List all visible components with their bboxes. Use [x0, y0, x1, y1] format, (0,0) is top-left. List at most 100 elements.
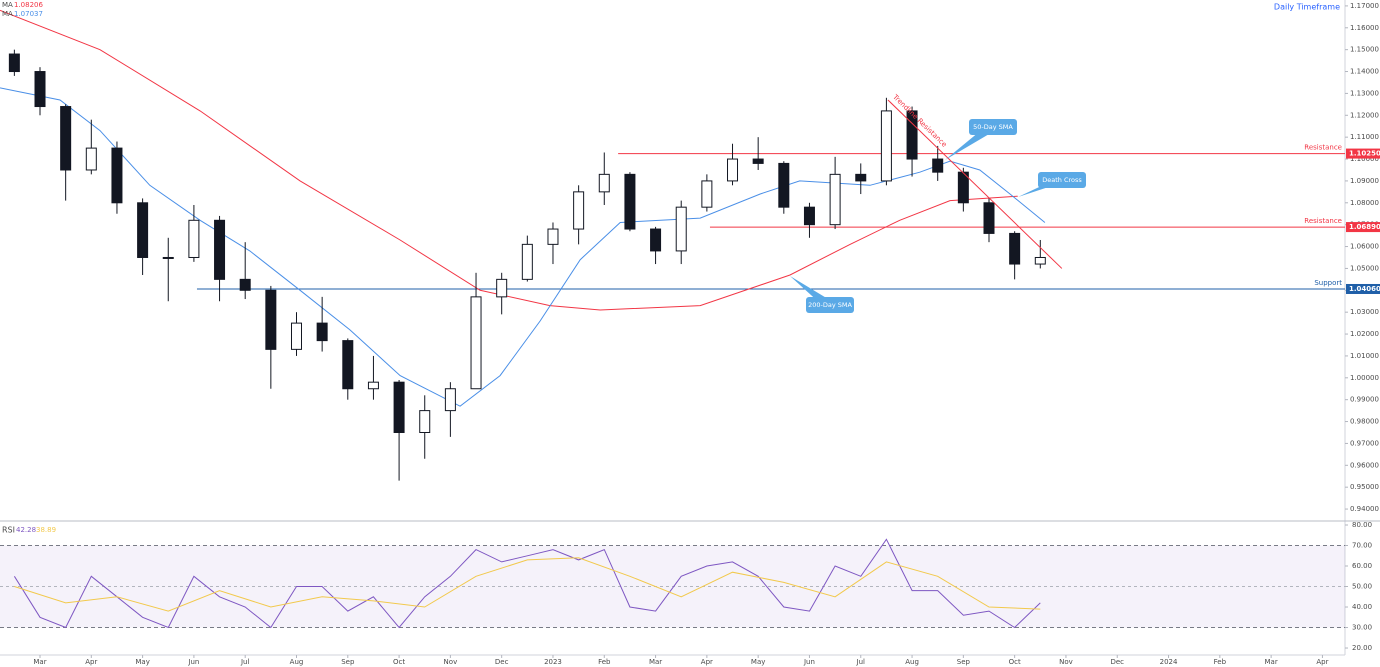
- y-tick-label: 1.10000: [1350, 155, 1379, 163]
- callout-box: [969, 119, 1017, 135]
- candle-body: [932, 158, 944, 173]
- candle-body: [239, 278, 251, 291]
- legend-label: MA: [2, 10, 13, 18]
- y-tick-label: 0.98000: [1350, 418, 1379, 426]
- candle-body: [521, 243, 533, 280]
- y-tick-label: 1.06000: [1350, 243, 1379, 251]
- candle-body: [855, 173, 867, 182]
- candle-body: [496, 278, 508, 298]
- price-tag: [1346, 148, 1380, 159]
- x-tick-label: Nov: [1059, 658, 1073, 666]
- y-tick-label: 60.00: [1352, 562, 1372, 570]
- candle-body: [1009, 232, 1021, 265]
- candle-body: [85, 147, 97, 171]
- y-tick-label: 1.02000: [1350, 330, 1379, 338]
- legend-value: 1.08206: [14, 1, 43, 9]
- candle-body: [316, 322, 328, 342]
- x-tick-label: 2024: [1160, 658, 1178, 666]
- candle-body: [675, 206, 687, 252]
- candle-body: [752, 158, 764, 164]
- y-tick-label: 1.13000: [1350, 89, 1379, 97]
- candle-body: [470, 296, 482, 390]
- x-tick-label: Sep: [341, 658, 355, 666]
- level-name: Resistance: [1304, 144, 1342, 152]
- x-tick-label: Jun: [803, 658, 815, 666]
- candle-body: [214, 219, 226, 280]
- y-tick-label: 40.00: [1352, 603, 1372, 611]
- x-tick-label: Apr: [1316, 658, 1328, 666]
- candle-body: [906, 110, 918, 160]
- candle-body: [803, 206, 815, 226]
- price-tag-label: 1.06890: [1349, 223, 1380, 231]
- candle-body: [573, 191, 585, 230]
- y-tick-label: 1.03000: [1350, 308, 1379, 316]
- y-tick-label: 1.15000: [1350, 46, 1379, 54]
- callout-label: 200-Day SMA: [808, 301, 852, 309]
- x-tick-label: Dec: [1110, 658, 1124, 666]
- candle-body: [650, 228, 662, 252]
- y-tick-label: 1.01000: [1350, 352, 1379, 360]
- candle-body: [342, 340, 354, 390]
- x-tick-label: Dec: [495, 658, 509, 666]
- legend-value: 1.07037: [14, 10, 43, 18]
- rsi-line: [13, 538, 1041, 629]
- x-tick-label: 2023: [544, 658, 562, 666]
- candle-body: [983, 202, 995, 234]
- candle-body: [188, 219, 200, 258]
- x-tick-label: Apr: [85, 658, 97, 666]
- callout-pointer: [945, 127, 1001, 160]
- candle-body: [162, 256, 174, 259]
- moving-average: [0, 9, 1018, 311]
- x-tick-label: May: [135, 658, 149, 666]
- price-tag-label: 1.10250: [1349, 150, 1380, 158]
- y-tick-label: 1.11000: [1350, 133, 1379, 141]
- y-tick-label: 1.17000: [1350, 2, 1379, 10]
- callout-label: Death Cross: [1042, 176, 1082, 184]
- x-tick-label: Mar: [649, 658, 662, 666]
- candle-body: [34, 71, 46, 108]
- candle-body: [393, 381, 405, 433]
- candle-body: [547, 228, 559, 245]
- x-tick-label: Nov: [444, 658, 458, 666]
- candle-body: [829, 173, 841, 226]
- moving-average: [0, 87, 1046, 407]
- y-tick-label: 1.12000: [1350, 111, 1379, 119]
- x-tick-label: Feb: [1214, 658, 1227, 666]
- x-tick-label: May: [751, 658, 765, 666]
- legend-label: MA: [2, 1, 13, 9]
- candle-body: [598, 173, 610, 193]
- timeframe-label: Daily Timeframe: [1274, 3, 1340, 12]
- candle-body: [265, 289, 277, 350]
- y-tick-label: 1.05000: [1350, 264, 1379, 272]
- x-tick-label: Oct: [393, 658, 405, 666]
- x-tick-label: Mar: [33, 658, 46, 666]
- candle-body: [8, 53, 20, 73]
- candle-body: [419, 410, 431, 433]
- callout-label: 50-Day SMA: [973, 123, 1013, 131]
- candle-body: [727, 158, 739, 182]
- rsi-title: RSI: [2, 526, 15, 535]
- rsi-legend-value: 38.89: [36, 526, 56, 534]
- level-name: Resistance: [1304, 217, 1342, 225]
- y-tick-label: 1.14000: [1350, 68, 1379, 76]
- x-tick-label: Jul: [856, 658, 866, 666]
- x-tick-label: Jun: [187, 658, 199, 666]
- candle-body: [137, 202, 149, 258]
- callout-box: [1038, 172, 1086, 188]
- y-tick-label: 1.08000: [1350, 199, 1379, 207]
- price-tag: [1346, 283, 1380, 294]
- y-tick-label: 1.16000: [1350, 24, 1379, 32]
- callout-box: [806, 297, 854, 313]
- candle-body: [957, 171, 969, 204]
- x-tick-label: Aug: [905, 658, 919, 666]
- x-tick-label: Feb: [598, 658, 611, 666]
- level-name: Support: [1314, 279, 1342, 287]
- y-tick-label: 1.09000: [1350, 177, 1379, 185]
- y-tick-label: 80.00: [1352, 521, 1372, 529]
- candle-body: [367, 381, 379, 390]
- candle-body: [880, 110, 892, 182]
- x-tick-label: Oct: [1009, 658, 1021, 666]
- candle-body: [701, 180, 713, 208]
